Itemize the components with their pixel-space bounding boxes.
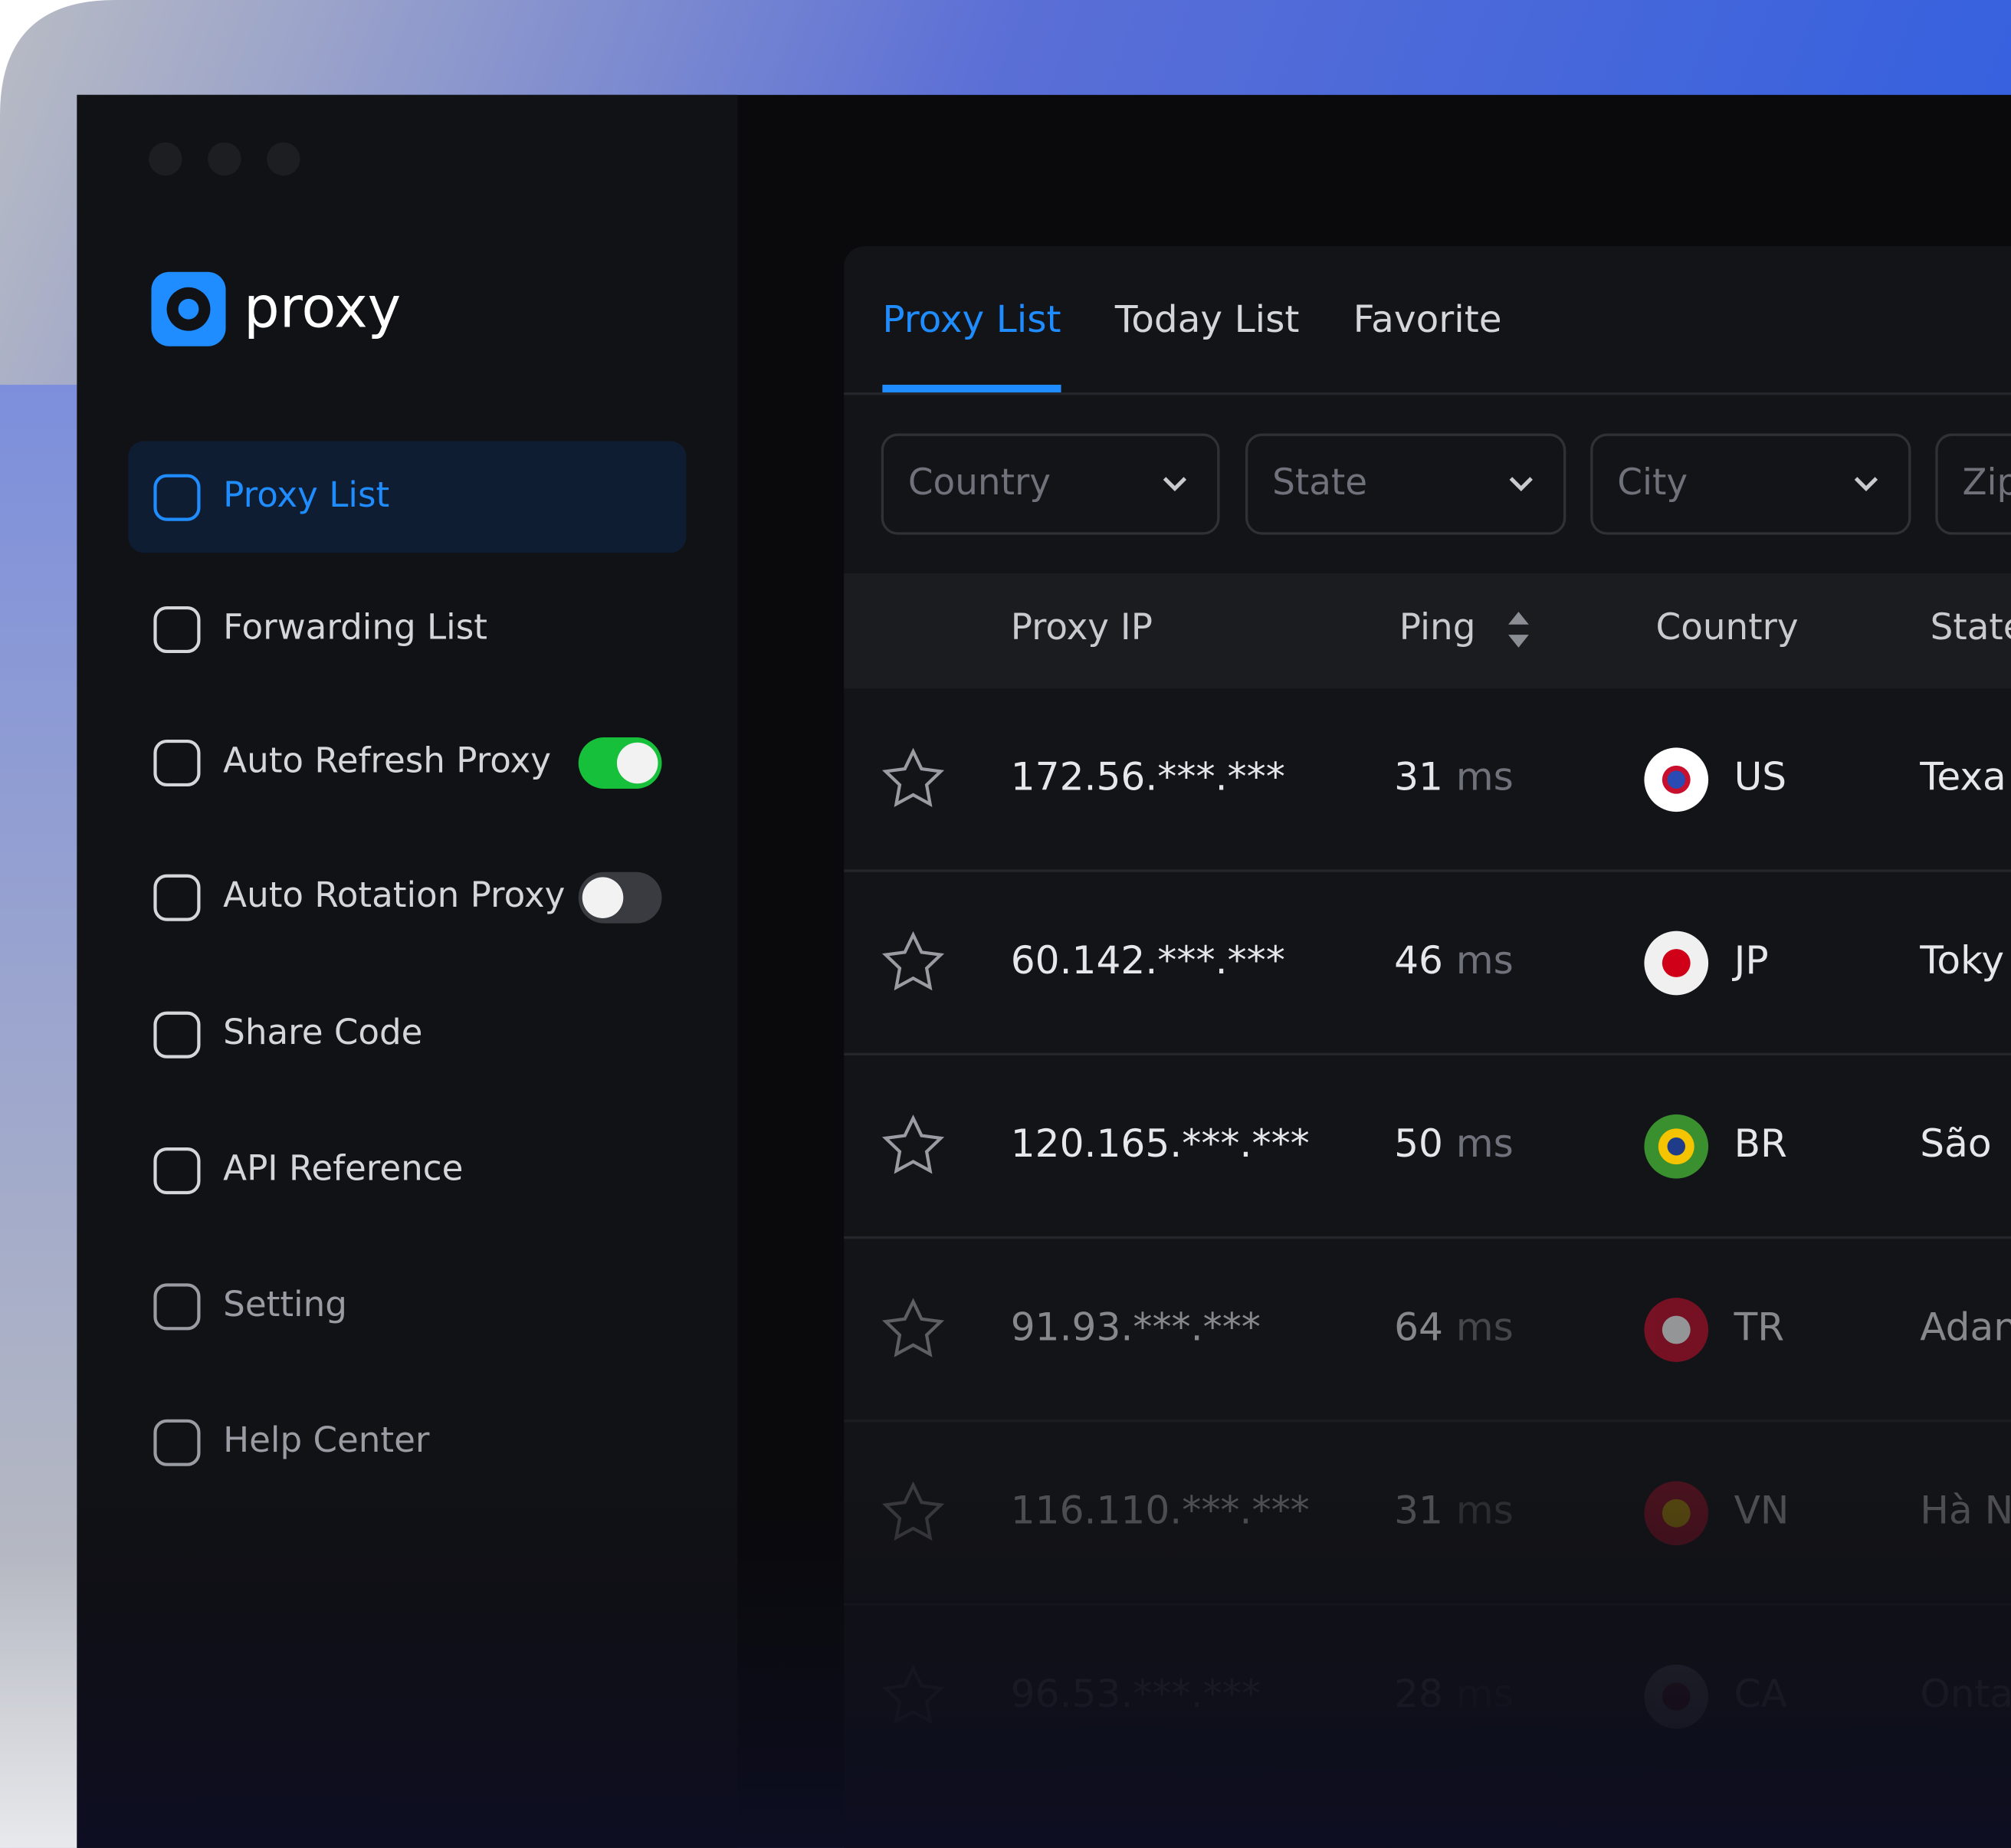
filter-label: Zip [1962,462,2011,504]
ping: 31 [1394,754,1443,799]
ping-unit: ms [1456,1305,1514,1350]
toggle-knob [582,877,624,918]
ping: 46 [1394,937,1443,983]
tab[interactable]: Favorite [1353,298,1502,341]
country-code: TR [1734,1305,1785,1350]
filter-label: Country [908,462,1051,504]
nav-icon[interactable] [153,739,201,787]
flag-emblem [1662,1315,1691,1344]
filter-dropdown[interactable] [881,433,1220,535]
column-header: Ping [1399,607,1476,648]
chevron [1854,477,1878,492]
nav-icon[interactable] [153,474,201,521]
chevron [1509,477,1533,492]
star-icon[interactable] [881,1114,945,1174]
ping-unit: ms [1456,937,1514,983]
state: São [1920,1121,1991,1166]
ping-unit: ms [1456,754,1514,799]
tab[interactable]: Proxy List [882,298,1061,341]
star-icon[interactable] [881,747,945,807]
ping-unit: ms [1456,1121,1514,1166]
proxy-ip: 172.56.***.*** [1011,754,1285,799]
nav-label[interactable]: Auto Refresh Proxy [223,740,551,780]
chevron [1163,477,1187,492]
star-icon[interactable] [881,1298,945,1357]
table-header [844,573,2011,689]
flag-detail [1667,1137,1685,1156]
proxy-ip: 91.93.***.*** [1011,1305,1261,1350]
column-header: Country [1655,607,1798,648]
sort-icon [1508,612,1529,648]
table-row[interactable]: 172.56.***.*** 31 ms US Texa [844,747,2011,872]
nav-label[interactable]: Setting [223,1284,347,1324]
nav-icon[interactable] [153,1419,201,1466]
logo-text: proxy [244,276,401,341]
window-dot [208,142,241,176]
state: Texa [1919,754,2006,799]
nav-icon[interactable] [153,1283,201,1331]
nav-icon[interactable] [153,1147,201,1195]
filter-label: State [1272,462,1367,504]
nav-label[interactable]: Auto Rotation Proxy [223,875,565,915]
toggle-knob [616,742,658,784]
column-header: Proxy IP [1011,607,1153,648]
state: Toky [1919,937,2004,983]
table-row[interactable]: 120.165.***.*** 50 ms BR São [844,1114,2011,1239]
tab[interactable]: Today List [1114,298,1300,341]
proxy-ip: 60.142.***.*** [1011,937,1285,983]
country-code: US [1734,754,1787,799]
flag-emblem [1662,949,1691,977]
window-dot [149,142,182,176]
country-code: JP [1732,937,1769,983]
logo-icon [151,271,226,346]
filter-dropdown[interactable] [1935,433,2011,535]
proxy-ip: 120.165.***.*** [1011,1121,1310,1166]
ping: 64 [1394,1305,1443,1350]
nav-label[interactable]: Share Code [223,1012,422,1052]
star-icon[interactable] [881,931,945,991]
filter-dropdown[interactable] [1590,433,1911,535]
tab-underline [882,384,1061,392]
nav-label[interactable]: Forwarding List [223,606,487,647]
ping: 50 [1394,1121,1443,1166]
nav-active-bg [128,441,687,553]
bezel-side [0,384,77,1848]
bottom-fade [77,1475,2011,1848]
column-header: State [1931,607,2011,648]
table-row[interactable]: 60.142.***.*** 46 ms JP Toky [844,931,2011,1055]
nav-icon[interactable] [153,606,201,654]
nav-label[interactable]: Proxy List [223,474,389,515]
nav-icon[interactable] [153,874,201,921]
filter-label: City [1617,462,1688,504]
nav-label[interactable]: API Reference [223,1148,463,1189]
state: Adan [1920,1305,2011,1350]
flag-detail [1667,770,1685,789]
country-code: BR [1734,1121,1787,1166]
table-row[interactable]: 91.93.***.*** 64 ms TR Adan [844,1298,2011,1423]
filter-dropdown[interactable] [1245,433,1566,535]
window-dot [267,142,300,176]
nav-label[interactable]: Help Center [223,1420,430,1460]
nav-icon[interactable] [153,1011,201,1059]
